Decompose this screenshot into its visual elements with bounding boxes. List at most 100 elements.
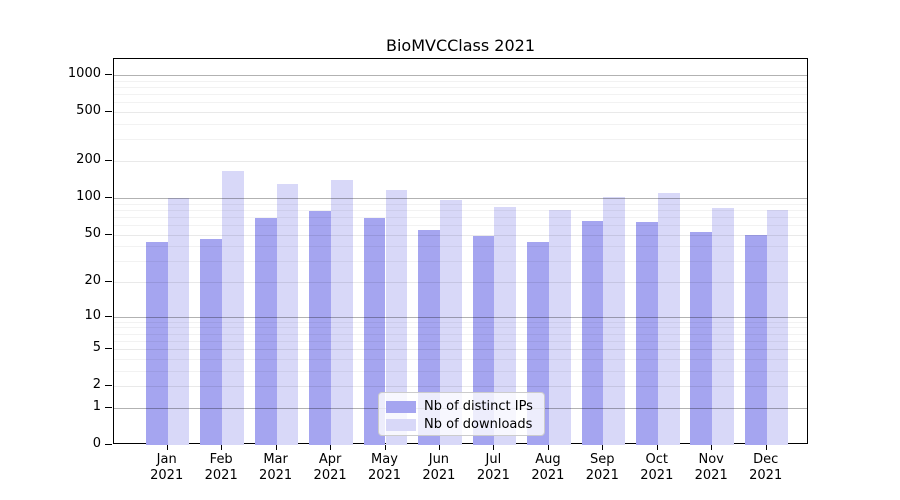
y-tick-mark	[105, 281, 112, 282]
y-gridline	[114, 87, 807, 88]
y-tick-mark	[105, 315, 112, 317]
bar-downloads	[657, 192, 680, 445]
x-tick-label: Aug 2021	[531, 452, 565, 483]
y-gridline	[114, 203, 807, 205]
plot-area	[113, 58, 808, 445]
bar-downloads	[548, 209, 571, 445]
bar-distinct-ips	[636, 221, 658, 445]
x-tick-label: Apr 2021	[313, 452, 347, 483]
y-tick-mark	[105, 111, 112, 113]
y-gridline	[114, 386, 807, 388]
x-tick-label: Oct 2021	[640, 452, 674, 483]
y-gridline	[114, 333, 807, 335]
y-gridline	[114, 102, 807, 104]
x-tick-label: Jul 2021	[476, 452, 510, 483]
bar-distinct-ips	[254, 218, 277, 445]
y-tick-label: 1	[92, 398, 101, 414]
bar-downloads	[712, 208, 734, 445]
x-tick-label: Jun 2021	[422, 452, 456, 483]
y-gridline	[114, 327, 807, 329]
x-tick-mark	[384, 445, 386, 450]
bar-downloads	[766, 210, 789, 445]
y-gridline	[114, 139, 807, 141]
y-gridline	[114, 124, 807, 125]
bar-distinct-ips	[145, 242, 168, 445]
bar-downloads	[494, 206, 517, 445]
y-gridline	[114, 112, 807, 114]
legend-swatch-distinct-ips	[386, 401, 416, 413]
x-tick-mark	[493, 445, 495, 450]
y-tick-mark	[105, 160, 112, 161]
bar-downloads	[385, 189, 408, 445]
x-tick-mark	[330, 445, 332, 450]
x-tick-mark	[765, 445, 767, 450]
y-tick-label: 2	[92, 377, 101, 393]
legend-label-downloads: Nb of downloads	[424, 417, 533, 432]
y-gridline	[114, 161, 807, 162]
legend: Nb of distinct IPs Nb of downloads	[378, 392, 545, 436]
y-gridline	[114, 370, 807, 372]
y-gridline	[114, 234, 807, 236]
y-gridline	[114, 261, 807, 263]
bar-distinct-ips	[744, 234, 767, 445]
y-gridline	[114, 80, 807, 82]
y-gridline	[114, 197, 807, 199]
x-tick-mark	[438, 445, 440, 450]
y-tick-mark	[105, 196, 112, 198]
bar-distinct-ips	[690, 232, 713, 445]
x-tick-mark	[602, 445, 604, 450]
bar-downloads	[222, 170, 244, 445]
y-tick-mark	[105, 74, 112, 75]
bar-distinct-ips	[363, 217, 386, 445]
y-tick-mark	[105, 233, 112, 235]
x-tick-mark	[711, 445, 713, 450]
y-tick-label: 10	[84, 307, 101, 323]
y-gridline	[114, 94, 807, 96]
y-tick-label: 1000	[67, 66, 101, 81]
y-gridline	[114, 316, 807, 318]
bar-distinct-ips	[418, 230, 440, 445]
y-gridline	[114, 349, 807, 351]
x-tick-mark	[166, 445, 168, 450]
bar-downloads	[331, 179, 353, 445]
x-tick-label: Nov 2021	[694, 452, 728, 483]
y-gridline	[114, 282, 807, 283]
chart-title: BioMVCClass 2021	[385, 36, 536, 55]
legend-item-downloads: Nb of downloads	[386, 417, 544, 433]
x-tick-mark	[221, 445, 223, 450]
y-gridline	[114, 321, 807, 323]
bar-downloads	[603, 197, 626, 445]
x-tick-mark	[275, 445, 277, 450]
y-tick-label: 50	[84, 225, 101, 241]
x-tick-mark	[656, 445, 658, 450]
x-tick-label: Sep 2021	[585, 452, 619, 483]
bar-distinct-ips	[309, 211, 332, 445]
legend-swatch-downloads	[386, 419, 416, 431]
y-gridline	[114, 209, 807, 211]
bar-distinct-ips	[581, 220, 604, 445]
y-tick-label: 0	[92, 436, 101, 451]
y-gridline	[114, 358, 807, 360]
y-tick-label: 20	[84, 273, 101, 288]
bar-downloads	[439, 199, 462, 445]
y-gridline	[114, 340, 807, 342]
legend-label-distinct-ips: Nb of distinct IPs	[424, 399, 533, 414]
y-gridline	[114, 246, 807, 248]
y-gridline	[114, 224, 807, 226]
x-tick-mark	[547, 445, 549, 450]
bar-distinct-ips	[200, 238, 223, 445]
x-tick-label: Mar 2021	[259, 452, 293, 483]
x-tick-label: May 2021	[367, 452, 402, 483]
bar-downloads	[276, 184, 299, 445]
y-tick-label: 5	[92, 340, 101, 356]
x-tick-label: Jan 2021	[150, 452, 184, 483]
x-tick-label: Feb 2021	[204, 452, 238, 483]
y-tick-mark	[105, 406, 112, 408]
y-tick-mark	[105, 444, 112, 445]
x-tick-label: Dec 2021	[749, 452, 783, 483]
y-gridline	[114, 216, 807, 218]
y-gridline	[114, 75, 807, 76]
y-tick-mark	[105, 385, 112, 387]
y-tick-label: 500	[76, 103, 101, 119]
